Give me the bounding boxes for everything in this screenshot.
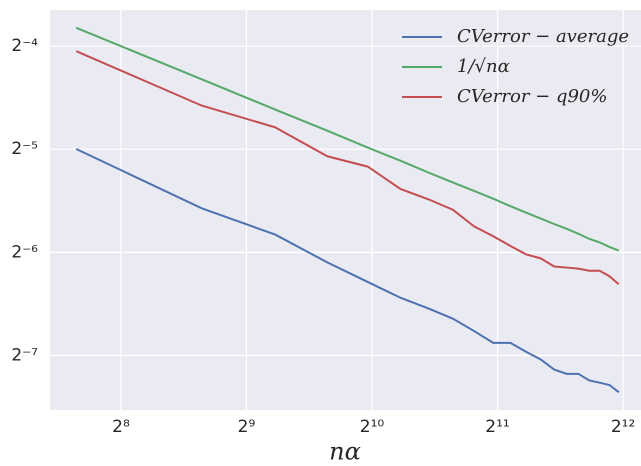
series-line — [75, 148, 620, 393]
x-tick-label: 2⁹ — [238, 417, 256, 437]
plot-area — [50, 10, 641, 410]
series-line — [75, 50, 620, 286]
y-tick-label: 2⁻⁴ — [11, 36, 38, 56]
y-tick-label: 2⁻⁶ — [11, 242, 38, 262]
y-tick-label: 2⁻⁷ — [11, 345, 38, 365]
x-tick-label: 2⁸ — [112, 417, 130, 437]
x-tick-label: 2¹² — [611, 417, 635, 437]
x-tick-label: 2¹¹ — [485, 417, 509, 437]
legend-label: 1/√nα — [457, 56, 510, 77]
legend-label: CVerror − average — [457, 26, 629, 47]
series-line — [75, 26, 620, 252]
x-axis-label: nα — [329, 438, 361, 466]
x-tick-label: 2¹⁰ — [360, 417, 385, 437]
y-tick-label: 2⁻⁵ — [11, 139, 38, 159]
legend-label: CVerror − q90% — [457, 86, 607, 107]
